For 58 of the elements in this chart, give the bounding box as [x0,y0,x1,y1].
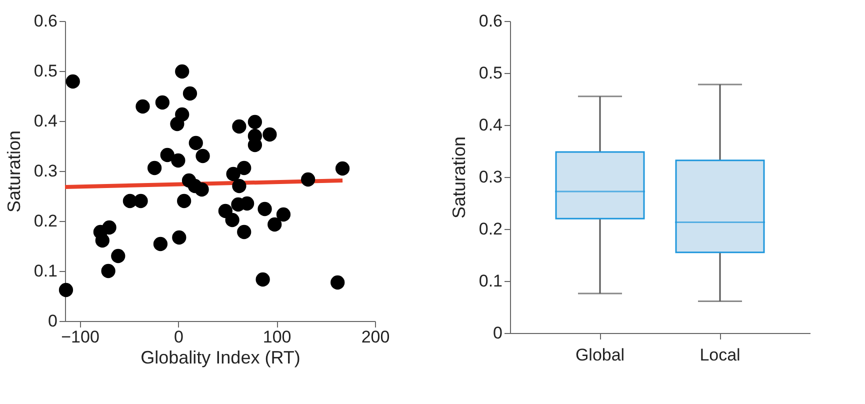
y-axis-title: Saturation [448,136,469,219]
point [153,236,168,252]
point [172,230,186,245]
y-tick-label: 0.6 [478,12,502,30]
y-tick-label: 0.6 [34,12,58,30]
point [102,220,116,235]
point [111,248,126,264]
point [188,136,203,150]
point [58,282,74,298]
y-tick-label: 0.4 [478,116,502,134]
point [258,202,272,216]
y-tick-label: 0.2 [34,212,58,230]
point [225,212,240,228]
y-tick-label: 0.2 [478,220,502,238]
point [335,161,350,176]
point [262,127,277,142]
point [256,272,270,287]
point [276,207,291,222]
point [160,148,174,162]
y-tick-label: 0.3 [34,162,58,180]
x-tick-label: 200 [361,328,390,346]
point [196,148,210,164]
point [268,217,282,232]
point [136,99,150,114]
x-tick-label: Local [700,346,740,364]
x-tick-label: 0 [174,328,184,346]
x-axis-title: Globality Index (RT) [140,348,300,368]
point [175,107,190,122]
point [301,172,316,187]
point [232,119,246,134]
point [134,194,148,208]
point [66,74,80,89]
point [226,166,240,182]
y-tick-label: 0.5 [478,64,502,82]
point [101,264,116,278]
y-tick-label: 0.1 [34,262,58,280]
y-tick-label: 0.1 [478,272,502,290]
x-tick-label: Global [575,346,625,364]
y-axis-title: Saturation [4,130,24,213]
point [95,233,110,248]
point [155,95,170,110]
y-tick-label: 0 [48,312,58,330]
point [175,64,190,79]
point [171,153,186,168]
x-tick-label: −100 [61,328,100,346]
point [177,194,192,208]
point [248,114,262,130]
point [182,86,198,101]
point [330,275,345,290]
point [237,160,252,176]
y-tick-label: 0.4 [34,112,58,130]
point [147,160,162,176]
point [237,224,252,240]
point [194,182,209,197]
x-tick-label: 100 [262,328,292,346]
y-tick-label: 0.3 [478,168,502,186]
point [232,178,246,194]
y-tick-label: 0.5 [34,62,58,80]
